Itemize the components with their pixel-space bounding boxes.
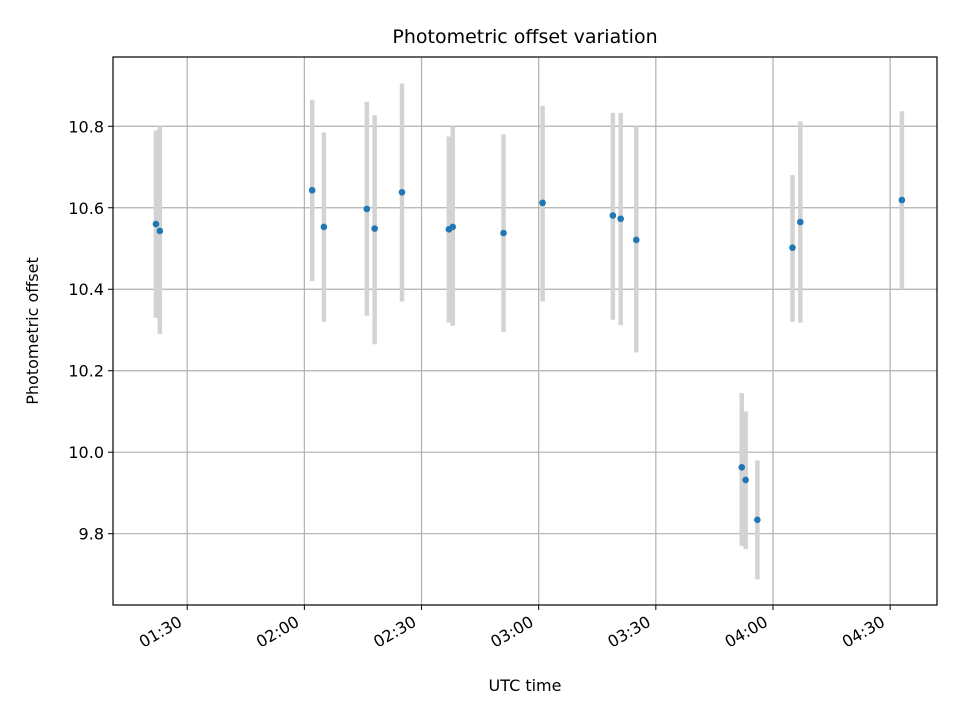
x-axis-label: UTC time <box>489 676 562 695</box>
data-point <box>898 196 906 204</box>
data-point <box>797 218 804 226</box>
data-point <box>371 225 378 232</box>
data-point <box>152 220 160 228</box>
data-point <box>308 186 316 194</box>
data-point <box>398 188 406 196</box>
data-point <box>617 215 624 223</box>
y-axis-label: Photometric offset <box>23 257 42 405</box>
y-tick-label: 10.2 <box>68 362 104 381</box>
data-point <box>754 516 761 524</box>
y-axis-ticks: 9.8 10.0 10.2 10.4 10.6 10.8 <box>68 117 113 544</box>
data-point <box>742 476 749 484</box>
y-tick-label: 10.6 <box>68 199 104 218</box>
data-point <box>449 223 457 231</box>
data-point <box>738 463 746 471</box>
data-point <box>500 229 507 237</box>
y-tick-label: 10.8 <box>68 117 104 136</box>
data-point <box>632 236 640 244</box>
chart-title: Photometric offset variation <box>392 26 657 48</box>
data-point <box>539 199 546 207</box>
plot-frame <box>112 56 938 606</box>
data-point <box>363 205 371 213</box>
data-point <box>320 223 328 231</box>
data-point <box>156 227 164 235</box>
data-points <box>152 186 906 524</box>
data-point <box>609 212 617 219</box>
y-tick-label: 9.8 <box>79 525 104 544</box>
data-point <box>789 244 796 251</box>
y-tick-label: 10.0 <box>68 443 104 462</box>
y-tick-label: 10.4 <box>68 280 104 299</box>
